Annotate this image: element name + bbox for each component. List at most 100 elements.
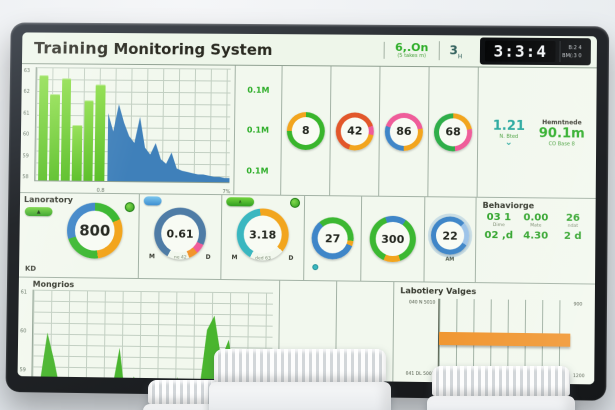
gauge-318-max-label: D bbox=[288, 255, 294, 263]
gauge-42-panel: 42 bbox=[330, 66, 380, 197]
metric-value: 0.1M bbox=[247, 85, 270, 95]
bar bbox=[49, 94, 60, 182]
bar bbox=[38, 75, 49, 181]
gauge-22-value: 22 bbox=[442, 229, 458, 243]
page-title-strong: Training bbox=[33, 38, 109, 58]
hemodynamic-left-value: 1.21 bbox=[492, 118, 526, 135]
trend-y-axis: 63 62 61 60 59 58 bbox=[22, 68, 30, 181]
dashboard-screen: Training Monitoring System 6,.On (5 takes… bbox=[17, 32, 597, 385]
gauge-061-badges bbox=[143, 196, 218, 209]
gauge-22-panel: 22 AM bbox=[424, 197, 476, 283]
header-hours-value: 3 bbox=[449, 43, 458, 58]
behavior-top-values: 03 1 Dime 0.00 Mate 26 ndat bbox=[482, 212, 589, 229]
blue-badge bbox=[143, 196, 162, 206]
gauge-68-hole: 68 bbox=[438, 117, 468, 147]
header-hours: 3H bbox=[438, 40, 473, 61]
bar bbox=[83, 100, 94, 182]
clock-info-line2: BM(:3 0 bbox=[562, 52, 582, 59]
laboratory-title: Lanoratory bbox=[23, 195, 73, 206]
gauge-8-panel: 8 bbox=[281, 66, 331, 196]
behavior-label: ndat bbox=[567, 224, 579, 230]
gauge-318-min-label: M bbox=[231, 254, 238, 262]
gauge-061-max-label: D bbox=[205, 254, 211, 262]
behavior-value: 03 1 bbox=[486, 212, 512, 224]
behavior-value: 2 d bbox=[563, 231, 582, 243]
gauge-86a-panel: 86 bbox=[379, 66, 429, 197]
gauge-318-panel: ∧ 3.18 M ded 63 D bbox=[221, 195, 305, 281]
laboratory-kd-label: KD bbox=[24, 265, 37, 274]
metric-value: 0.1M bbox=[246, 125, 270, 135]
pill-bottle bbox=[427, 366, 575, 410]
tick-label: 62 bbox=[23, 89, 30, 96]
gauge-8-hole: 8 bbox=[291, 116, 320, 145]
hemodynamic-right-value: 90.1m bbox=[538, 125, 585, 142]
bottle-cap bbox=[432, 366, 570, 396]
metric-value: 0.1M bbox=[246, 166, 269, 176]
tick-label: 7% bbox=[222, 189, 231, 195]
bar bbox=[71, 125, 83, 182]
bottom-section: Mongrios 61605958575655 262666163655 86 bbox=[17, 278, 596, 385]
hemodynamic-left: 1.21 N. Bted ⌄ bbox=[484, 118, 533, 148]
hemodynamic-panel: 1.21 N. Bted ⌄ Hemntnede 90.1m CO Base 8 bbox=[477, 67, 597, 199]
behavior-value: 26 bbox=[565, 213, 581, 225]
trend-area bbox=[107, 68, 231, 183]
gauge-22-hole: 22 bbox=[435, 221, 465, 251]
tick-label: 60 bbox=[22, 131, 30, 138]
gauge-68-value: 68 bbox=[445, 125, 461, 139]
behavior-cell: 0.00 Mate bbox=[519, 213, 552, 229]
bottle-body bbox=[427, 396, 575, 410]
hemodynamic-right-sub: CO Base 8 bbox=[548, 140, 575, 148]
digital-clock: 3:3:4 bbox=[485, 40, 556, 63]
monitors-plot bbox=[29, 290, 274, 385]
row-1: 63 62 61 60 59 58 0.8 7% 0.1M 0.1M 0.1M 8 bbox=[20, 64, 597, 199]
gauge-22-ring: 22 bbox=[430, 216, 470, 256]
behavior-cell: 03 1 Dime bbox=[482, 212, 515, 228]
trend-bars bbox=[35, 67, 108, 182]
behavior-bottom-values: 02 ,d 4.30 2 d bbox=[482, 230, 589, 242]
header-status: 6,.On (5 takes m) bbox=[383, 41, 439, 60]
tick-label: 58 bbox=[22, 174, 29, 181]
tick-label: 1200 bbox=[572, 374, 585, 380]
monitors-panel: Mongrios 61605958575655 262666163655 bbox=[17, 278, 280, 385]
monitor-bezel: Training Monitoring System 6,.On (5 takes… bbox=[5, 22, 610, 401]
behavior-cell: 26 ndat bbox=[556, 213, 589, 229]
behavior-title: Behaviorge bbox=[482, 201, 535, 211]
gauge-318-ring: 3.18 bbox=[236, 208, 289, 262]
clock-info-line1: B:2 4 bbox=[568, 44, 582, 51]
gauge-86a-ring: 86 bbox=[384, 112, 424, 151]
status-circle-icon bbox=[124, 202, 135, 213]
tick-label: 900 bbox=[573, 302, 583, 309]
gauge-800-hole: 800 bbox=[74, 211, 115, 252]
header-status-sub: (5 takes m) bbox=[397, 52, 427, 59]
tick-label: 59 bbox=[22, 153, 29, 160]
gauge-300-hole: 300 bbox=[375, 222, 410, 257]
gauge-27-panel: 27 bbox=[304, 196, 362, 282]
bottle-body bbox=[143, 404, 235, 410]
bar bbox=[94, 84, 106, 182]
laboratory-values-right-axis: 900120014004001200 bbox=[568, 301, 591, 385]
row-2: Lanoratory ▲ 800 KD bbox=[18, 193, 596, 285]
hbar-row-label: 040 N 5010 bbox=[408, 300, 436, 307]
gauge-86a-value: 86 bbox=[396, 125, 412, 139]
behavior-value: 02 ,d bbox=[484, 230, 514, 242]
page-title-rest: Monitoring System bbox=[113, 39, 273, 59]
behavior-label: Dime bbox=[492, 223, 505, 229]
hbar-segment bbox=[438, 332, 571, 347]
clock-info: B:2 4 BM(:3 0 bbox=[559, 41, 586, 63]
area-series bbox=[30, 313, 273, 385]
behavior-cell: 4.30 bbox=[519, 231, 552, 242]
gauge-27-ring: 27 bbox=[311, 217, 354, 261]
area-series bbox=[107, 104, 230, 183]
gauge-300-ring: 300 bbox=[369, 216, 417, 263]
dashboard-grid: 63 62 61 60 59 58 0.8 7% 0.1M 0.1M 0.1M 8 bbox=[17, 64, 597, 385]
gauge-68-panel: 68 bbox=[428, 67, 478, 198]
gauge-42-value: 42 bbox=[347, 124, 363, 138]
gauge-318-hole: 3.18 bbox=[243, 215, 282, 255]
bar bbox=[60, 78, 72, 182]
tick-label: 61 bbox=[23, 110, 30, 117]
behavior-cell: 02 ,d bbox=[482, 230, 515, 241]
caret-up-badge: ∧ bbox=[226, 197, 255, 207]
page-title: Training Monitoring System bbox=[34, 38, 273, 59]
